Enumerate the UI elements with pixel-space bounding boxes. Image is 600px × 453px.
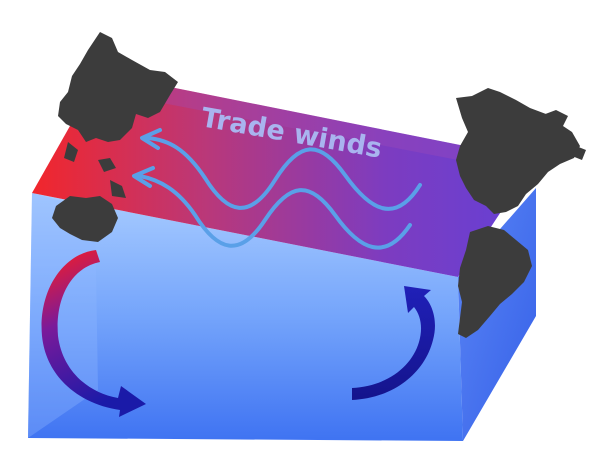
island-icon bbox=[572, 146, 586, 160]
circulation-arrow-right bbox=[352, 286, 435, 400]
north-america-continent-icon bbox=[456, 88, 580, 214]
wind-arrow-upper bbox=[146, 136, 422, 211]
island-icon bbox=[98, 158, 116, 172]
australia-continent-icon bbox=[52, 196, 118, 242]
asia-continent-icon bbox=[58, 32, 178, 142]
sea-surface-back bbox=[95, 73, 535, 172]
wind-arrowhead-upper bbox=[140, 128, 162, 150]
wind-arrow-lower bbox=[138, 174, 412, 250]
continents bbox=[52, 32, 586, 338]
ocean-front-face bbox=[28, 193, 463, 441]
island-icon bbox=[64, 142, 78, 162]
trade-wind-arrows bbox=[132, 128, 422, 250]
circulation-arrow-left bbox=[41, 250, 146, 417]
south-america-continent-icon bbox=[458, 226, 532, 338]
ocean-inner-shade bbox=[28, 193, 98, 438]
wind-arrowhead-lower bbox=[132, 166, 155, 188]
island-icon bbox=[110, 180, 126, 198]
greenland-icon bbox=[540, 110, 568, 128]
